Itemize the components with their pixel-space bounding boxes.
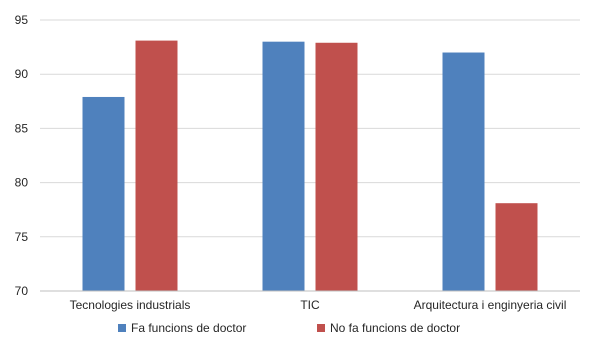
y-axis-ticks: 70 75 80 85 90 95: [15, 13, 29, 298]
gridlines: [40, 19, 580, 238]
bar-fa-funcions-2: [442, 52, 485, 291]
legend-swatch: [317, 324, 325, 332]
y-tick-label: 75: [15, 230, 29, 244]
legend-label: No fa funcions de doctor: [330, 321, 460, 335]
legend-swatch: [118, 324, 126, 332]
bar-no-fa-funcions-1: [315, 42, 358, 291]
category-label: TIC: [300, 298, 320, 312]
category-label: Arquitectura i enginyeria civil: [414, 298, 567, 312]
y-tick-label: 70: [15, 284, 29, 298]
legend: Fa funcions de doctor No fa funcions de d…: [118, 321, 460, 335]
bar-no-fa-funcions-0: [135, 40, 178, 291]
bars: [82, 40, 538, 292]
category-labels: Tecnologies industrials TIC Arquitectura i…: [70, 298, 567, 312]
bar-fa-funcions-1: [262, 41, 305, 292]
y-tick-label: 90: [15, 67, 29, 81]
bar-fa-funcions-0: [82, 96, 125, 292]
y-tick-label: 95: [15, 13, 29, 27]
y-tick-label: 80: [15, 176, 29, 190]
y-tick-label: 85: [15, 121, 29, 135]
category-label: Tecnologies industrials: [70, 298, 191, 312]
legend-label: Fa funcions de doctor: [131, 321, 246, 335]
bar-no-fa-funcions-2: [495, 203, 538, 291]
